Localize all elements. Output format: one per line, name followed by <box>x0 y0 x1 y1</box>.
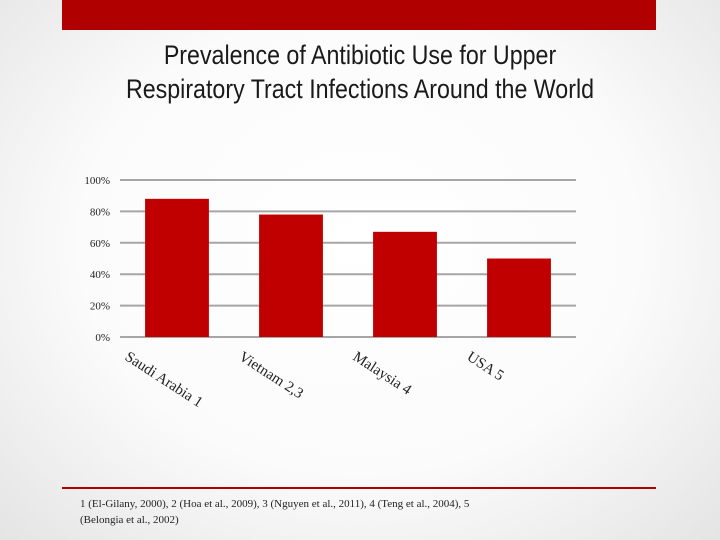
title-line-2: Respiratory Tract Infections Around the … <box>125 74 595 104</box>
bar <box>145 198 209 337</box>
y-tick-label: 40% <box>90 269 110 281</box>
x-tick-label: Vietnam 2,3 <box>236 349 306 402</box>
footnote-divider <box>62 487 656 489</box>
x-axis-ticks: Saudi Arabia 1 Vietnam 2,3 Malaysia 4 USA 5 <box>122 349 507 411</box>
top-accent-bar <box>62 0 656 30</box>
y-tick-label: 20% <box>90 301 110 313</box>
y-axis-ticks: 0% 20% 40% 60% 80% 100% <box>84 175 110 344</box>
y-tick-label: 80% <box>90 206 110 218</box>
chart-title: Prevalence of Antibiotic Use for Upper R… <box>102 38 618 106</box>
y-tick-label: 60% <box>90 238 110 250</box>
title-line-1: Prevalence of Antibiotic Use for Upper <box>163 40 557 70</box>
x-tick-label: USA 5 <box>464 349 507 384</box>
x-tick-label: Saudi Arabia 1 <box>122 349 205 411</box>
bar <box>373 231 437 337</box>
bar <box>259 214 323 337</box>
footnote-references: 1 (El-Gilany, 2000), 2 (Hoa et al., 2009… <box>80 498 470 526</box>
x-tick-label: Malaysia 4 <box>350 349 415 399</box>
y-tick-label: 100% <box>84 175 110 187</box>
bar <box>487 258 551 337</box>
y-tick-label: 0% <box>95 332 110 344</box>
bars <box>145 198 551 337</box>
